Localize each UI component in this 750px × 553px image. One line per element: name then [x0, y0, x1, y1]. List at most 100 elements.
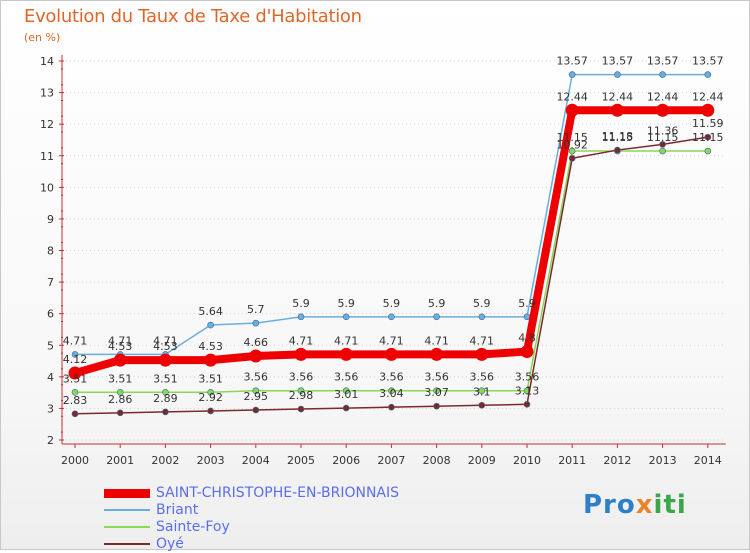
y-tick-label: 2	[47, 434, 54, 447]
series-2-data-label: 11.15	[647, 131, 679, 144]
series-2-data-label: 11.15	[556, 131, 588, 144]
series-2-point	[478, 387, 486, 395]
brand-logo-part3: iti	[653, 490, 687, 520]
series-2-point	[568, 147, 576, 155]
series-0-data-label: 4.71	[424, 334, 449, 347]
series-3-point	[388, 403, 395, 411]
x-tick-label: 2000	[61, 454, 89, 467]
series-0-data-label: 12.44	[602, 90, 634, 103]
series-2-point	[659, 147, 666, 155]
series-3-point	[659, 141, 666, 148]
series-3-point	[71, 410, 79, 418]
series-line-1	[74, 73, 709, 356]
x-tick-label: 2007	[377, 454, 405, 467]
series-0-point	[430, 347, 444, 361]
series-2-point	[704, 147, 712, 155]
chart-title: Evolution du Taux de Taxe d'Habitation	[24, 6, 362, 27]
y-tick-label: 10	[40, 181, 54, 194]
series-2-data-label: 3.51	[63, 372, 88, 385]
series-2-point	[388, 387, 395, 395]
series-2-point	[342, 387, 350, 395]
series-1-point	[207, 321, 214, 329]
series-3-point	[252, 406, 260, 414]
series-2-data-label: 3.56	[470, 371, 495, 384]
series-0-point	[339, 347, 353, 361]
series-1-point	[704, 71, 712, 78]
series-0-point	[384, 347, 398, 361]
y-tick-label: 13	[40, 87, 54, 100]
brand-logo-part1: Pro	[583, 490, 636, 520]
legend-swatch	[104, 526, 150, 528]
series-0-point	[294, 347, 308, 361]
series-1-data-label: 13.57	[602, 55, 634, 68]
series-2-point	[252, 387, 260, 395]
series-0-data-label: 4.71	[334, 334, 359, 347]
series-3-data-label: 2.95	[244, 390, 269, 403]
series-3-point	[162, 408, 169, 416]
series-1-data-label: 5.64	[198, 305, 223, 318]
x-tick-label: 2005	[287, 454, 315, 467]
series-3-data-label: 11.59	[692, 117, 724, 130]
series-2-data-label: 3.56	[289, 371, 314, 384]
series-0-data-label: 12.44	[556, 90, 588, 103]
brand-logo-part2: x	[635, 490, 654, 520]
series-3-data-label: 11.18	[602, 130, 634, 143]
series-1-point	[388, 313, 395, 321]
series-0-point	[475, 347, 489, 361]
x-tick-label: 2006	[332, 454, 360, 467]
chart-subtitle: (en %)	[24, 31, 61, 44]
y-tick-label: 3	[47, 402, 54, 415]
x-tick-label: 2001	[106, 454, 134, 467]
series-0-data-label: 4.71	[470, 334, 495, 347]
legend-swatch	[104, 543, 150, 545]
series-1-point	[71, 351, 79, 358]
y-tick-label: 11	[40, 150, 54, 163]
series-0-point	[204, 353, 218, 367]
series-0-point	[520, 345, 534, 359]
series-2-point	[116, 389, 124, 396]
series-0-point	[68, 366, 82, 380]
x-tick-label: 2009	[468, 454, 496, 467]
series-3-point	[116, 409, 124, 417]
series-1-point	[433, 313, 440, 321]
series-1-point	[252, 319, 260, 327]
series-3-point	[568, 154, 576, 162]
legend-swatch	[104, 488, 150, 498]
series-0-data-label: 4.71	[379, 334, 404, 347]
series-3-data-label: 3.13	[515, 384, 540, 397]
series-1-data-label: 13.57	[556, 55, 588, 68]
series-3-point	[614, 146, 621, 154]
series-2-data-label: 3.56	[424, 371, 449, 384]
x-tick-label: 2008	[423, 454, 451, 467]
series-2-data-label: 3.56	[379, 371, 404, 384]
series-2-data-label: 3.51	[108, 372, 133, 385]
series-1-point	[297, 313, 305, 321]
brand-logo: Proxiti	[583, 490, 687, 520]
series-3-data-label: 10.92	[556, 138, 588, 151]
legend-label: Briant	[156, 502, 199, 518]
series-1-point	[614, 71, 621, 78]
series-2-point	[162, 389, 169, 396]
series-0-point	[565, 103, 579, 117]
series-2-data-label: 3.51	[153, 372, 178, 385]
series-1-data-label: 5.9	[473, 297, 491, 310]
series-2-data-label: 11.15	[602, 131, 634, 144]
y-tick-label: 9	[47, 213, 54, 226]
series-3-point	[297, 405, 305, 413]
series-2-data-label: 3.56	[515, 371, 540, 384]
series-0-data-label: 4.8	[518, 332, 536, 345]
x-tick-label: 2010	[513, 454, 541, 467]
series-0-data-label: 12.44	[647, 90, 679, 103]
x-tick-label: 2002	[151, 454, 179, 467]
series-1-point	[478, 313, 486, 321]
series-0-data-label: 4.12	[63, 353, 88, 366]
legend-label: Sainte-Foy	[156, 519, 230, 535]
series-1-point	[659, 71, 666, 78]
series-0-point	[158, 353, 172, 367]
series-1-data-label: 5.7	[247, 303, 265, 316]
series-2-data-label: 3.56	[334, 371, 359, 384]
series-0-data-label: 4.53	[108, 340, 133, 353]
series-2-point	[433, 387, 440, 395]
series-1-point	[342, 313, 350, 321]
